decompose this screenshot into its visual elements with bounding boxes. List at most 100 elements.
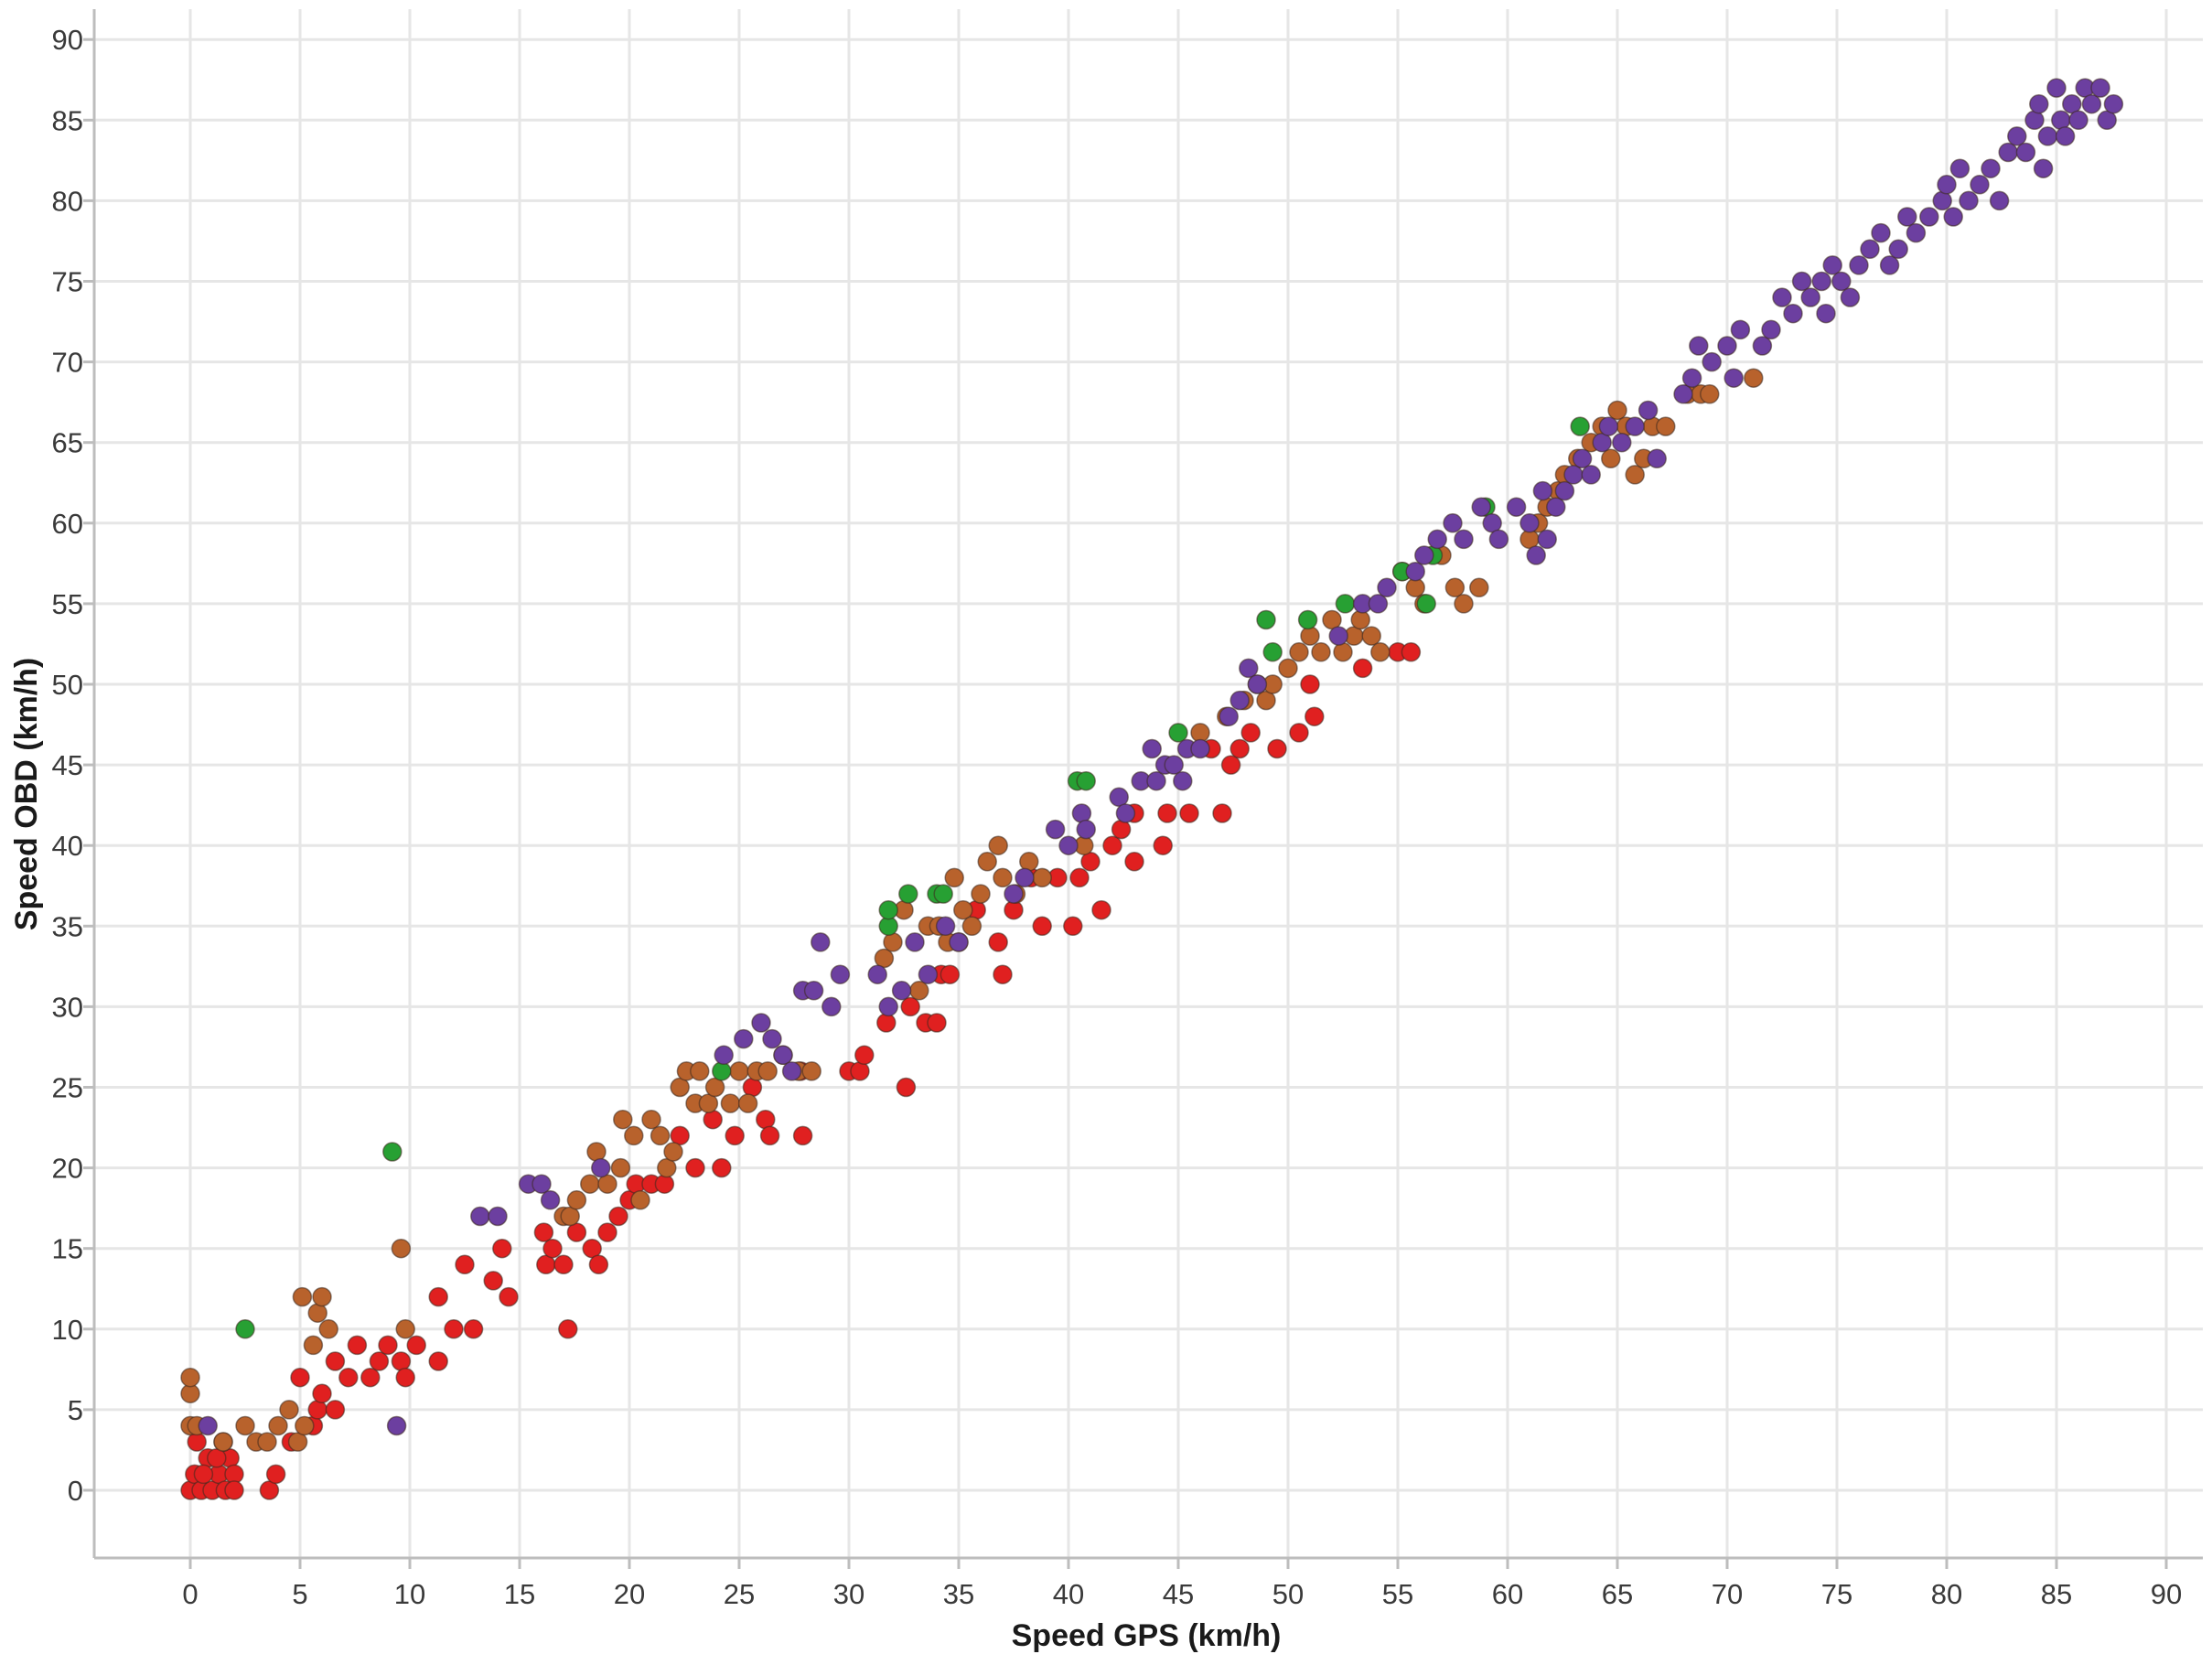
data-point xyxy=(540,1190,561,1210)
data-point xyxy=(898,884,918,904)
data-point xyxy=(1015,867,1035,888)
data-point xyxy=(1860,239,1880,260)
data-point xyxy=(1981,158,2001,178)
data-point xyxy=(1673,384,1693,404)
data-point xyxy=(720,1093,741,1113)
data-point xyxy=(1932,190,1952,211)
data-point xyxy=(1581,465,1601,485)
data-point xyxy=(391,1238,412,1259)
y-tick-label: 40 xyxy=(52,830,83,862)
data-point xyxy=(1168,723,1188,743)
data-point xyxy=(369,1351,390,1371)
data-point xyxy=(773,1045,793,1066)
data-point xyxy=(307,1400,328,1420)
data-point xyxy=(703,1109,723,1130)
data-point xyxy=(650,1125,671,1146)
data-point xyxy=(455,1254,475,1275)
data-point xyxy=(1111,819,1132,840)
y-tick-label: 70 xyxy=(52,347,83,379)
x-tick-label: 60 xyxy=(1492,1578,1523,1610)
data-point xyxy=(1469,577,1489,598)
data-point xyxy=(1115,803,1136,823)
data-point xyxy=(613,1109,633,1130)
data-point xyxy=(1300,674,1320,694)
data-point xyxy=(1164,755,1184,775)
data-point xyxy=(2024,110,2045,131)
data-point xyxy=(347,1335,368,1356)
data-point xyxy=(1702,351,1722,372)
data-point xyxy=(1305,706,1325,726)
data-point xyxy=(1267,738,1287,759)
data-point xyxy=(386,1415,407,1436)
data-point xyxy=(781,1061,802,1081)
data-point xyxy=(2090,78,2110,98)
data-point xyxy=(1102,835,1122,855)
data-point xyxy=(630,1190,650,1210)
y-tick-label: 60 xyxy=(52,508,83,540)
data-point xyxy=(1229,690,1250,711)
data-point xyxy=(1219,706,1239,726)
data-point xyxy=(909,981,929,1001)
data-point xyxy=(1532,480,1553,501)
data-point xyxy=(1730,319,1751,340)
data-point xyxy=(1179,803,1199,823)
data-point xyxy=(1190,738,1210,759)
data-point xyxy=(1700,384,1720,404)
data-point xyxy=(1572,448,1593,469)
data-point xyxy=(2046,78,2067,98)
data-point xyxy=(940,964,961,984)
series-3 xyxy=(235,416,1590,1339)
data-point xyxy=(918,964,939,984)
data-point xyxy=(295,1415,315,1436)
data-point xyxy=(2068,110,2089,131)
data-point xyxy=(1949,158,1970,178)
data-point xyxy=(1173,770,1193,791)
data-point xyxy=(586,1142,607,1162)
data-point xyxy=(1638,400,1659,421)
data-point xyxy=(1625,465,1645,485)
data-point xyxy=(1063,916,1083,937)
x-tick-label: 40 xyxy=(1053,1578,1084,1610)
y-tick-label: 5 xyxy=(68,1394,83,1426)
data-point xyxy=(1146,770,1166,791)
data-point xyxy=(378,1335,398,1356)
data-point xyxy=(977,852,997,872)
data-point xyxy=(312,1383,332,1404)
x-tick-label: 80 xyxy=(1931,1578,1962,1610)
data-point xyxy=(532,1174,552,1194)
data-point xyxy=(180,1367,200,1388)
data-point xyxy=(198,1415,218,1436)
data-point xyxy=(566,1190,587,1210)
data-point xyxy=(1506,497,1527,517)
data-point xyxy=(944,867,964,888)
data-point xyxy=(830,964,851,984)
data-point xyxy=(395,1319,415,1339)
data-point xyxy=(1563,465,1584,485)
data-point xyxy=(654,1174,675,1194)
y-tick-label: 75 xyxy=(52,266,83,298)
data-point xyxy=(213,1432,233,1452)
y-tick-label: 80 xyxy=(52,185,83,217)
data-point xyxy=(1998,142,2018,163)
data-point xyxy=(927,1013,947,1033)
data-point xyxy=(1488,529,1509,550)
data-point xyxy=(905,932,925,952)
data-point xyxy=(597,1222,617,1242)
data-point xyxy=(714,1045,734,1066)
data-point xyxy=(1791,271,1812,292)
data-point xyxy=(1045,819,1066,840)
data-point xyxy=(463,1319,484,1339)
data-point xyxy=(499,1286,519,1307)
data-point xyxy=(1744,368,1764,388)
data-point xyxy=(663,1142,683,1162)
data-point xyxy=(1262,642,1283,662)
x-tick-label: 10 xyxy=(394,1578,425,1610)
data-point xyxy=(1816,303,1836,324)
data-point xyxy=(360,1367,381,1388)
data-point xyxy=(1800,287,1820,307)
data-point xyxy=(533,1222,554,1242)
data-point xyxy=(1256,609,1276,630)
data-point xyxy=(580,1174,600,1194)
data-point xyxy=(725,1125,745,1146)
x-tick-label: 70 xyxy=(1712,1578,1743,1610)
